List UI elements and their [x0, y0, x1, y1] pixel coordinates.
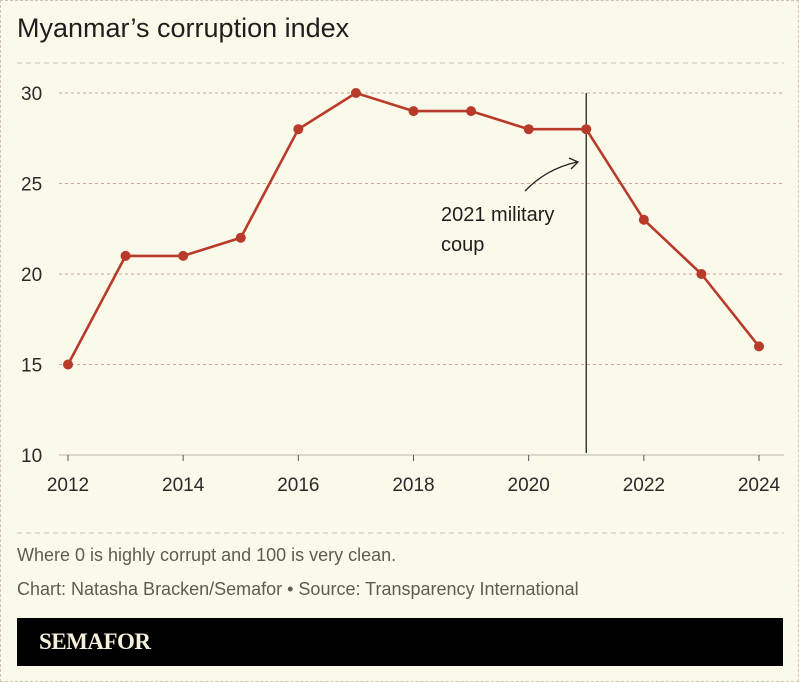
annotation-text: coup [441, 234, 484, 256]
brand-bar: SEMAFOR [17, 618, 783, 666]
annotation-text: 2021 military [441, 204, 554, 226]
data-point [350, 88, 361, 98]
data-point [293, 124, 304, 135]
y-tick-label: 30 [21, 84, 42, 105]
data-point [235, 232, 246, 243]
x-tick-label: 2012 [47, 475, 89, 496]
annotation-arrow [524, 161, 578, 192]
data-point [754, 341, 764, 352]
y-tick-label: 20 [21, 265, 42, 286]
x-tick-label: 2014 [162, 475, 205, 496]
data-point [408, 106, 419, 117]
x-tick-label: 2024 [738, 475, 781, 496]
chart-note: Where 0 is highly corrupt and 100 is ver… [17, 545, 397, 565]
x-tick-label: 2016 [277, 475, 319, 496]
data-point [63, 359, 73, 370]
chart-credit: Chart: Natasha Bracken/Semafor • Source:… [17, 579, 579, 599]
data-point [581, 124, 592, 135]
x-tick-label: 2018 [392, 475, 434, 496]
chart-title: Myanmar’s corruption index [17, 13, 350, 43]
arrow-head-icon [568, 157, 580, 170]
y-tick-label: 15 [21, 356, 42, 377]
y-tick-label: 10 [21, 446, 42, 467]
data-point [178, 250, 189, 261]
data-point [120, 250, 131, 261]
x-tick-label: 2020 [508, 475, 550, 496]
data-point [638, 214, 649, 225]
data-point [523, 124, 534, 135]
data-point [466, 106, 477, 117]
series-line [66, 91, 761, 366]
y-tick-label: 25 [21, 175, 42, 196]
x-tick-label: 2022 [623, 475, 665, 496]
semafor-logo: SEMAFOR [39, 629, 151, 654]
data-point [696, 269, 707, 279]
